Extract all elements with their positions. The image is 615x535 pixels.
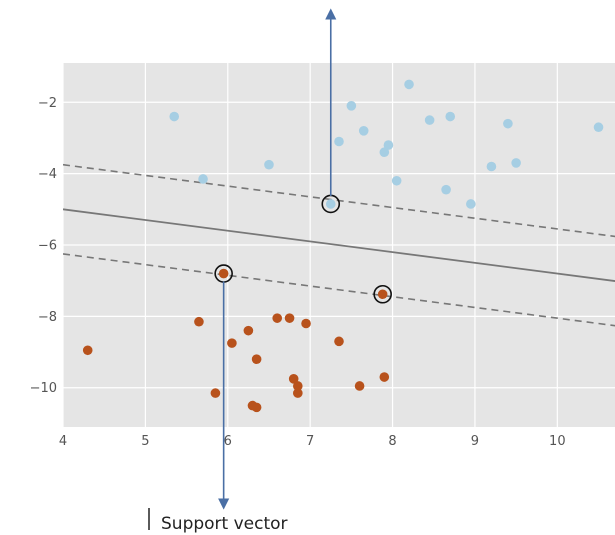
tick-labels: 4 5 6 7 8 9 10 −2 −4 −6 −8 −10 [30,96,566,449]
class-a-point [424,115,435,125]
class-a-point [334,136,344,147]
class-b-point [288,374,299,384]
x-tick-label: 6 [224,434,232,449]
x-tick-label: 9 [471,434,479,449]
class-a-point [511,158,521,168]
class-a-point [445,111,456,122]
x-tick-label: 4 [59,434,67,449]
support-vector-annotation: Support vector [148,8,337,534]
x-tick-label: 10 [549,434,566,449]
class-b-point [377,289,388,300]
class-a-point [441,184,451,195]
class-a-point [391,175,402,186]
x-tick-label: 7 [306,434,314,449]
decision-boundaries [63,163,615,327]
class-a-point [486,161,497,172]
class-b-point [379,372,390,382]
lower-margin-line [63,253,615,327]
class-b-point [210,388,221,398]
class-a-point [404,79,414,90]
class-a-point [169,111,180,122]
class-a-point [503,118,513,129]
upper-margin-line [63,163,615,238]
class-b-point [301,318,311,329]
class-b-point [82,345,93,356]
class-b-point [218,268,229,279]
class-b-point [251,354,262,364]
class-b-point [334,336,344,347]
class-b-point [251,402,262,413]
y-tick-label: −4 [38,167,57,182]
data-points [82,79,604,413]
x-tick-label: 5 [141,434,149,449]
class-b-point [243,325,254,336]
class-b-point [293,381,303,391]
decision-boundary-line [63,208,615,282]
x-tick-label: 8 [388,434,396,449]
class-b-point [293,388,303,398]
class-b-point [227,338,237,348]
class-b-point [284,313,295,323]
class-a-point [198,174,208,184]
class-b-point [194,316,204,327]
annotation-label: Support vector [161,514,288,534]
class-a-point [346,101,357,111]
y-tick-label: −10 [30,381,57,396]
class-a-point [383,140,394,150]
y-tick-label: −2 [38,96,57,111]
class-a-point [264,159,274,170]
y-tick-label: −6 [38,239,57,254]
y-tick-label: −8 [38,310,57,325]
class-b-point [272,313,283,323]
class-a-point [379,147,390,158]
support-vector-ring [373,284,392,304]
class-a-point [358,126,369,136]
class-a-point [593,122,604,133]
class-a-point [325,199,336,209]
class-b-point [354,381,365,391]
class-a-point [466,199,476,209]
